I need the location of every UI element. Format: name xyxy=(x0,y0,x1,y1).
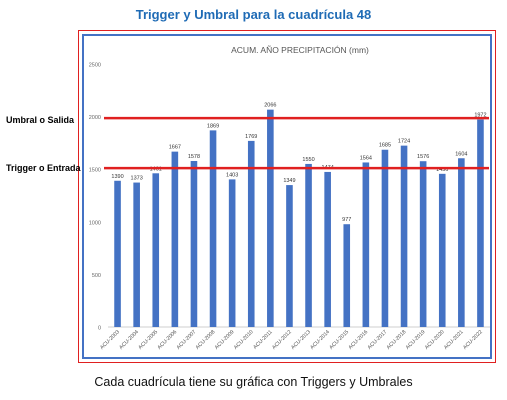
y-tick-label: 1000 xyxy=(89,220,101,226)
bar xyxy=(324,171,331,327)
bar-value-label: 1390 xyxy=(111,174,123,180)
bar-value-label: 1972 xyxy=(474,113,486,119)
x-tick-label: ACU-2005 xyxy=(137,329,159,351)
x-tick-label: ACU-2016 xyxy=(348,329,370,351)
bar xyxy=(438,173,446,327)
bar-value-label: 1578 xyxy=(188,154,200,160)
bar-value-label: 1564 xyxy=(360,155,372,161)
bar-value-label: 1349 xyxy=(283,178,295,184)
bar xyxy=(286,185,293,327)
x-tick-label: ACU-2022 xyxy=(462,329,484,351)
x-tick-label: ACU-2020 xyxy=(424,329,446,351)
bar xyxy=(152,173,160,327)
bar-value-label: 1373 xyxy=(131,176,143,182)
bar xyxy=(190,160,198,327)
bar xyxy=(343,224,351,327)
x-tick-label: ACU-2021 xyxy=(443,329,465,351)
bar-value-label: 1604 xyxy=(455,151,467,157)
bar xyxy=(228,179,236,327)
x-tick-label: ACU-2004 xyxy=(118,329,140,351)
page-title: Trigger y Umbral para la cuadrícula 48 xyxy=(135,7,372,22)
chart-outer-frame xyxy=(78,30,496,363)
bar xyxy=(133,182,140,327)
y-tick-label: 2000 xyxy=(89,115,101,121)
bar xyxy=(477,119,484,328)
bar xyxy=(362,162,370,327)
y-tick-label: 0 xyxy=(98,326,101,332)
x-tick-label: ACU-2017 xyxy=(367,329,389,351)
bar xyxy=(419,161,427,327)
bar-value-label: 1456 xyxy=(436,167,448,173)
bar-value-label: 1667 xyxy=(169,145,181,151)
y-tick-label: 500 xyxy=(92,273,101,279)
x-tick-label: ACU-2010 xyxy=(233,329,255,351)
bar xyxy=(171,151,179,327)
x-tick-label: ACU-2009 xyxy=(214,329,236,351)
x-tick-label: ACU-2007 xyxy=(176,329,198,351)
bar xyxy=(247,140,255,327)
x-tick-label: ACU-2018 xyxy=(386,329,408,351)
chart-title: ACUM. AÑO PRECIPITACIÓN (mm) xyxy=(231,45,369,55)
x-tick-label: ACU-2014 xyxy=(309,329,331,351)
x-tick-label: ACU-2006 xyxy=(157,329,179,351)
bar-value-label: 1724 xyxy=(398,139,410,145)
umbral-label: Umbral o Salida xyxy=(6,115,75,125)
bar-value-label: 1685 xyxy=(379,143,391,149)
bar-value-label: 1869 xyxy=(207,123,219,129)
y-tick-label: 1500 xyxy=(89,168,101,174)
chart-inner-frame xyxy=(82,34,492,359)
y-tick-label: 2500 xyxy=(89,63,101,69)
footer-caption: Cada cuadrícula tiene su gráfica con Tri… xyxy=(94,375,413,389)
bar xyxy=(305,163,312,327)
x-tick-label: ACU-2003 xyxy=(99,329,121,351)
bar-value-label: 2066 xyxy=(264,103,276,109)
bar xyxy=(400,145,408,327)
x-tick-label: ACU-2012 xyxy=(271,329,293,351)
bar-value-label: 1403 xyxy=(226,172,238,178)
bar xyxy=(381,149,389,327)
bar-value-label: 1550 xyxy=(302,157,314,163)
bar-value-label: 1769 xyxy=(245,134,257,140)
x-tick-label: ACU-2015 xyxy=(328,329,350,351)
bar xyxy=(209,130,217,327)
x-tick-label: ACU-2013 xyxy=(290,329,312,351)
bar xyxy=(267,109,274,327)
bar xyxy=(458,158,465,327)
bar xyxy=(114,180,121,327)
trigger-label: Trigger o Entrada xyxy=(6,163,81,173)
bar-value-label: 1576 xyxy=(417,154,429,160)
x-tick-label: ACU-2019 xyxy=(405,329,427,351)
x-tick-label: ACU-2008 xyxy=(195,329,217,351)
bar-value-label: 977 xyxy=(342,217,351,223)
